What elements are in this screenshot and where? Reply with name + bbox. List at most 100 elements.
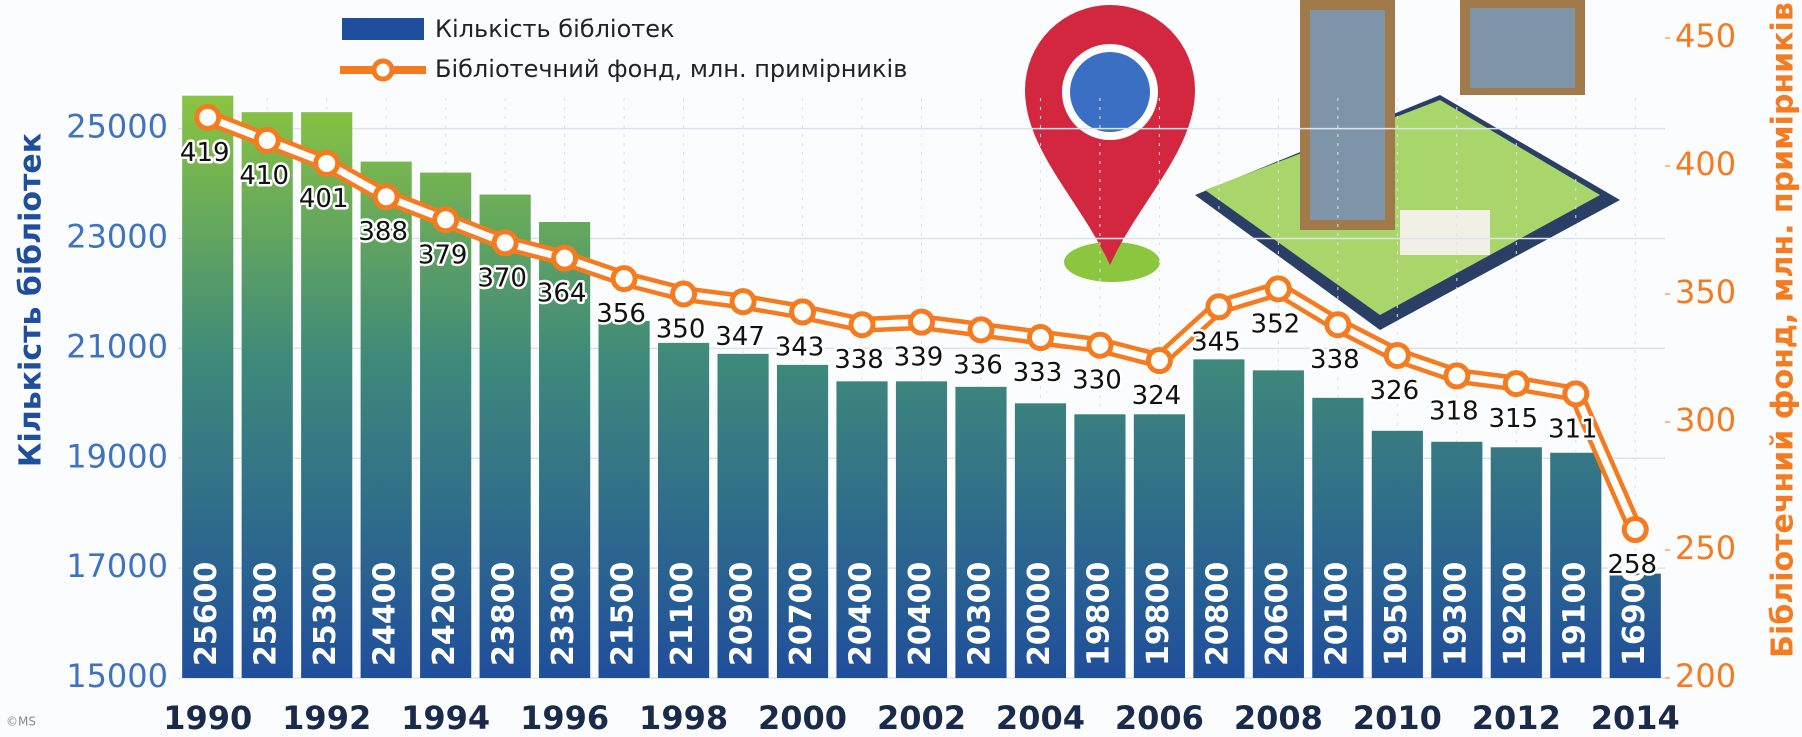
line-marker bbox=[1264, 275, 1292, 303]
line-value-label: 338 bbox=[1310, 345, 1360, 375]
line-marker bbox=[610, 265, 638, 293]
bar-value-label: 19300 bbox=[1438, 562, 1473, 666]
line-value-label: 333 bbox=[1013, 358, 1063, 388]
y2-tick-label: 300 bbox=[1675, 401, 1736, 439]
line-value-label: 343 bbox=[775, 332, 825, 362]
bar bbox=[658, 342, 710, 678]
bar-value-label: 23300 bbox=[546, 562, 581, 666]
bar-value-label: 19200 bbox=[1498, 562, 1533, 666]
x-tick-label: 1998 bbox=[639, 699, 728, 737]
bar-value-label: 19800 bbox=[1081, 562, 1116, 666]
line-value-label: 419 bbox=[180, 138, 230, 168]
bar-value-label: 21100 bbox=[665, 562, 700, 666]
bar-value-label: 21500 bbox=[606, 562, 641, 666]
x-tick-label: 2002 bbox=[877, 699, 966, 737]
line-marker bbox=[1086, 331, 1114, 359]
bar bbox=[1431, 441, 1483, 678]
line-value-label: 315 bbox=[1488, 404, 1538, 434]
bar bbox=[182, 95, 234, 679]
line-marker bbox=[1145, 347, 1173, 375]
bar-value-label: 20400 bbox=[844, 562, 879, 666]
line-value-label: 339 bbox=[894, 343, 944, 373]
line-marker bbox=[1026, 324, 1054, 352]
bar-value-label: 20700 bbox=[784, 562, 819, 666]
y-tick-label: 25000 bbox=[66, 108, 168, 146]
x-tick-label: 2000 bbox=[758, 699, 847, 737]
bar-value-label: 23800 bbox=[487, 562, 522, 666]
line-marker bbox=[194, 103, 222, 131]
bar bbox=[1193, 359, 1245, 678]
x-tick-label: 1992 bbox=[282, 699, 371, 737]
line-value-label: 370 bbox=[477, 263, 527, 293]
line-marker bbox=[372, 183, 400, 211]
bar-value-label: 25300 bbox=[249, 562, 284, 666]
y2-axis-title: Бібліотечний фонд, млн. примірників bbox=[1766, 2, 1801, 658]
legend-label: Кількість бібліотек bbox=[435, 15, 675, 43]
bar bbox=[241, 112, 293, 679]
line-value-label: 379 bbox=[418, 240, 468, 270]
line-marker bbox=[908, 308, 935, 336]
bar-value-label: 24400 bbox=[368, 562, 403, 666]
line-marker bbox=[1324, 311, 1352, 339]
line-marker bbox=[1383, 341, 1411, 369]
legend-swatch-marker bbox=[371, 58, 395, 82]
bar bbox=[1014, 403, 1067, 678]
bar bbox=[420, 172, 472, 678]
legend-swatch-bar bbox=[342, 18, 424, 40]
line-marker bbox=[1443, 362, 1471, 390]
bar bbox=[598, 320, 650, 678]
x-tick-label: 2010 bbox=[1353, 699, 1442, 737]
y2-tick-label: 250 bbox=[1675, 529, 1736, 567]
bar bbox=[1490, 447, 1542, 678]
line-marker bbox=[848, 311, 876, 339]
bar-value-label: 20800 bbox=[1200, 562, 1235, 666]
bar bbox=[1371, 430, 1423, 678]
line-value-label: 401 bbox=[299, 184, 349, 214]
y2-tick-label: 450 bbox=[1675, 17, 1736, 55]
bar-value-label: 19800 bbox=[1141, 562, 1176, 666]
line-value-label: 336 bbox=[953, 350, 1003, 380]
bar-value-label: 25300 bbox=[308, 562, 343, 666]
bar-value-label: 20400 bbox=[903, 562, 938, 666]
x-tick-label: 2008 bbox=[1234, 699, 1323, 737]
copyright: ©MS bbox=[6, 715, 36, 729]
y2-tick-label: 400 bbox=[1675, 145, 1736, 183]
bar bbox=[895, 381, 948, 678]
line-value-label: 258 bbox=[1607, 550, 1657, 580]
line-value-label: 330 bbox=[1072, 366, 1122, 396]
x-tick-label: 2004 bbox=[996, 699, 1085, 737]
x-tick-label: 2006 bbox=[1115, 699, 1204, 737]
bar-value-label: 16900 bbox=[1617, 562, 1652, 666]
y-tick-label: 19000 bbox=[66, 437, 168, 475]
bar-value-label: 20900 bbox=[725, 562, 760, 666]
bar bbox=[1252, 370, 1304, 678]
bar bbox=[717, 353, 769, 678]
line-marker bbox=[1502, 370, 1530, 398]
x-tick-label: 2014 bbox=[1591, 699, 1680, 737]
line-value-label: 347 bbox=[715, 322, 765, 352]
legend-label: Бібліотечний фонд, млн. примірників bbox=[435, 55, 907, 83]
bar-value-label: 20300 bbox=[962, 562, 997, 666]
bar bbox=[1550, 452, 1602, 678]
line-value-label: 324 bbox=[1132, 381, 1182, 411]
y-tick-label: 23000 bbox=[66, 218, 168, 256]
legend: Кількість бібліотек Бібліотечний фонд, м… bbox=[340, 15, 907, 83]
line-value-label: 311 bbox=[1548, 414, 1598, 444]
x-tick-label: 1996 bbox=[520, 699, 609, 737]
line-marker bbox=[1205, 293, 1233, 321]
y2-tick-label: 200 bbox=[1675, 657, 1736, 695]
bar bbox=[301, 112, 353, 679]
line-value-label: 352 bbox=[1251, 309, 1301, 339]
line-marker bbox=[1621, 516, 1649, 544]
y2-tick-label: 350 bbox=[1675, 273, 1736, 311]
line-marker bbox=[1562, 380, 1590, 408]
bar bbox=[479, 194, 531, 678]
bar-value-label: 25600 bbox=[189, 562, 224, 666]
y-tick-label: 15000 bbox=[66, 657, 168, 695]
bar bbox=[776, 364, 829, 678]
x-tick-label: 1994 bbox=[401, 699, 490, 737]
line-marker bbox=[491, 229, 519, 257]
line-value-label: 356 bbox=[596, 299, 646, 329]
bar bbox=[1609, 573, 1661, 678]
line-value-label: 338 bbox=[834, 345, 884, 375]
